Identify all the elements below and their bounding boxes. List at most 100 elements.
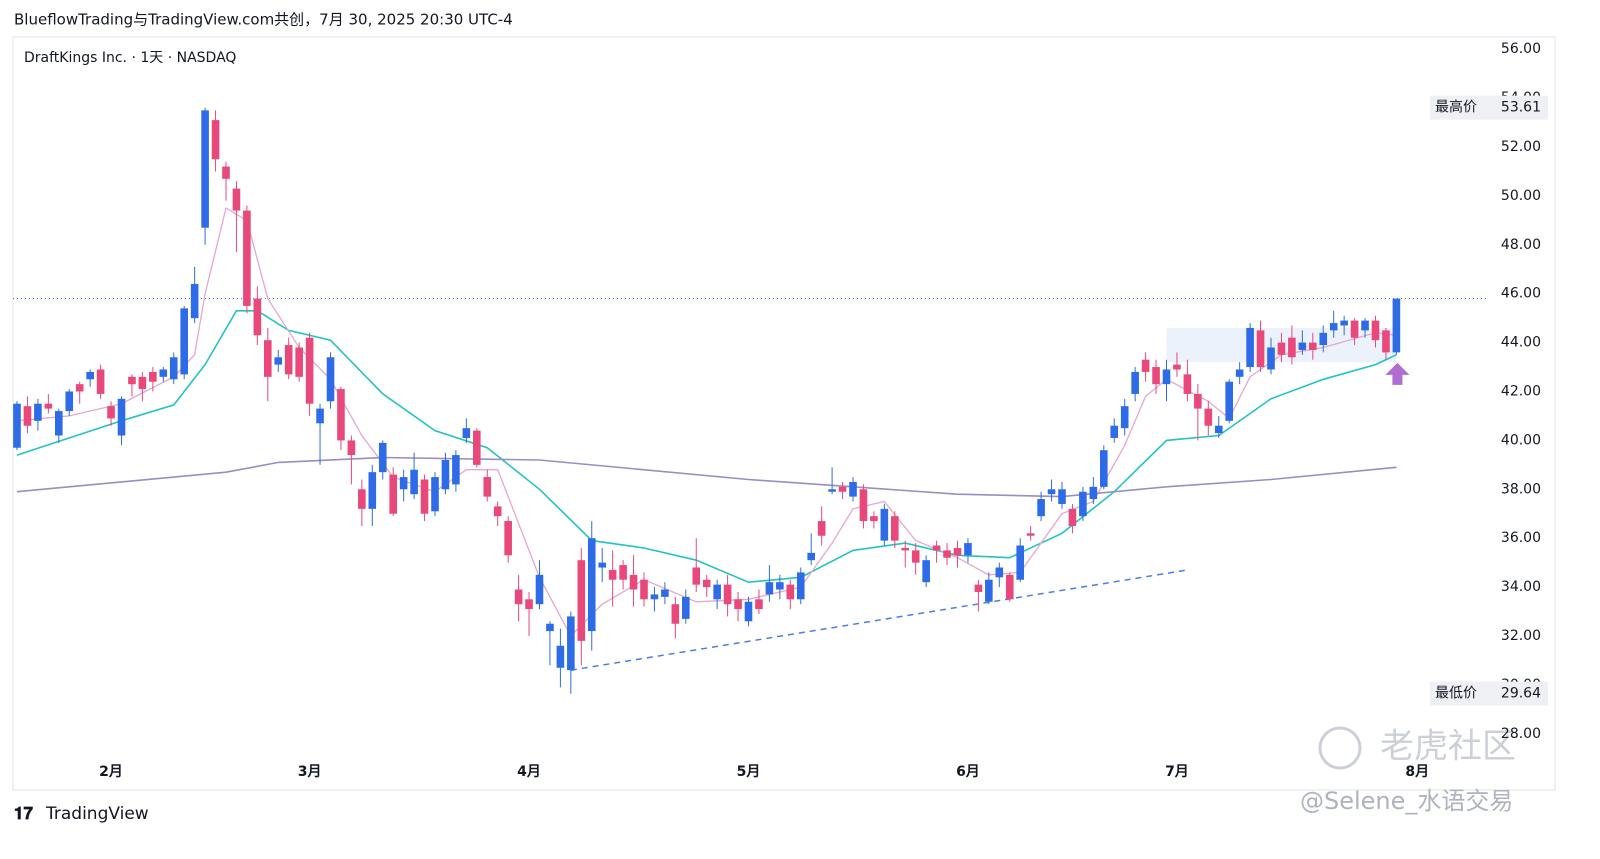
x-tick-label: 7月 — [1165, 764, 1189, 780]
candle-body — [337, 389, 345, 441]
candle-body — [1267, 347, 1275, 370]
candle-body — [389, 474, 397, 514]
candle-body — [1277, 342, 1286, 355]
candle-body — [943, 550, 951, 558]
candle-body — [1350, 320, 1359, 338]
candle-body — [765, 582, 774, 595]
candle-body — [744, 601, 753, 622]
candle-body — [525, 599, 533, 610]
candle-body — [483, 477, 492, 497]
candle-body — [274, 357, 283, 365]
y-tick-label: 28.00 — [1501, 726, 1541, 742]
candle-body — [671, 604, 680, 624]
y-tick-label: 36.00 — [1501, 530, 1541, 546]
candle-body — [190, 283, 199, 319]
candle-body — [347, 440, 356, 456]
candle-body — [1005, 574, 1014, 600]
candle-body — [723, 584, 732, 605]
logo-mark: 𝟏𝟕 — [14, 804, 33, 824]
candle-body — [702, 579, 711, 588]
x-tick-label: 8月 — [1405, 764, 1429, 780]
candle-body — [232, 188, 241, 211]
candle-body — [34, 403, 42, 421]
candle-body — [1068, 508, 1077, 526]
candle-body — [1183, 374, 1192, 394]
logo-text: TradingView — [45, 804, 149, 824]
arrow-icon — [1385, 362, 1410, 385]
candle-body — [180, 308, 188, 375]
watermark-author: @Selene_水语交易 — [1300, 787, 1513, 815]
badge-label: 最低价 — [1435, 686, 1477, 702]
candle-body — [682, 596, 690, 619]
candle-body — [577, 560, 586, 641]
candle-body — [222, 166, 230, 179]
candle-body — [1037, 499, 1045, 517]
candle-body — [911, 550, 920, 563]
candle-body — [1371, 320, 1380, 341]
candle-body — [504, 521, 512, 556]
candle-body — [556, 645, 565, 668]
x-tick-label: 4月 — [517, 764, 541, 780]
candle-body — [567, 616, 575, 671]
x-tick-label: 5月 — [737, 764, 761, 780]
candle-body — [441, 459, 450, 490]
candle-body — [838, 486, 847, 492]
y-tick-label: 56.00 — [1501, 41, 1541, 57]
candle-body — [284, 345, 293, 375]
candle-body — [1235, 369, 1244, 377]
candle-body — [1288, 337, 1296, 358]
candle-body — [859, 489, 868, 522]
candle-body — [1309, 342, 1317, 350]
candle-body — [243, 210, 251, 306]
candle-body — [169, 357, 178, 380]
candle-body — [1079, 491, 1087, 517]
candle-body — [326, 357, 335, 402]
candle-body — [535, 574, 544, 605]
trendline — [570, 569, 1188, 671]
candle-body — [493, 506, 502, 517]
candle-body — [640, 579, 648, 600]
candle-body — [316, 408, 324, 424]
candle-body — [399, 477, 408, 490]
candle-body — [75, 384, 84, 392]
candle-body — [922, 560, 930, 583]
candle-body — [1329, 323, 1338, 331]
y-tick-label: 42.00 — [1501, 383, 1541, 399]
header-title: BlueflowTrading与TradingView.com共创，7月 30,… — [14, 11, 513, 29]
candle-body — [1110, 425, 1119, 438]
y-tick-label: 52.00 — [1501, 139, 1541, 155]
y-tick-label: 44.00 — [1501, 335, 1541, 351]
badge-label: 最高价 — [1435, 99, 1477, 116]
candle-body — [598, 562, 606, 568]
candle-body — [159, 369, 168, 377]
candle-body — [849, 481, 857, 497]
candle-body — [880, 508, 889, 541]
candle-body — [546, 623, 554, 632]
candle-body — [619, 565, 627, 580]
candle-body — [1204, 408, 1213, 426]
candle-body — [1392, 298, 1401, 353]
candle-body — [1058, 489, 1066, 504]
watermark-icon — [1318, 726, 1362, 770]
y-tick-label: 32.00 — [1501, 628, 1541, 644]
moving-average — [16, 207, 1397, 638]
y-tick-label: 34.00 — [1501, 579, 1541, 595]
candle-body — [420, 479, 429, 514]
candle-body — [1361, 320, 1369, 331]
x-tick-label: 6月 — [956, 764, 980, 780]
candle-body — [953, 547, 962, 556]
candle-body — [1016, 545, 1024, 580]
candle-body — [891, 516, 899, 541]
candle-body — [1162, 369, 1171, 385]
candle-body — [974, 584, 983, 592]
candle-body — [431, 477, 439, 512]
candle-body — [86, 371, 94, 380]
candle-body — [985, 579, 993, 602]
candle-body — [796, 572, 805, 600]
watermark: 老虎社区 — [1380, 727, 1516, 767]
candle-body — [1225, 381, 1233, 421]
candle-body — [410, 469, 418, 495]
badge-value: 53.61 — [1501, 100, 1541, 116]
candle-body — [1298, 342, 1307, 350]
